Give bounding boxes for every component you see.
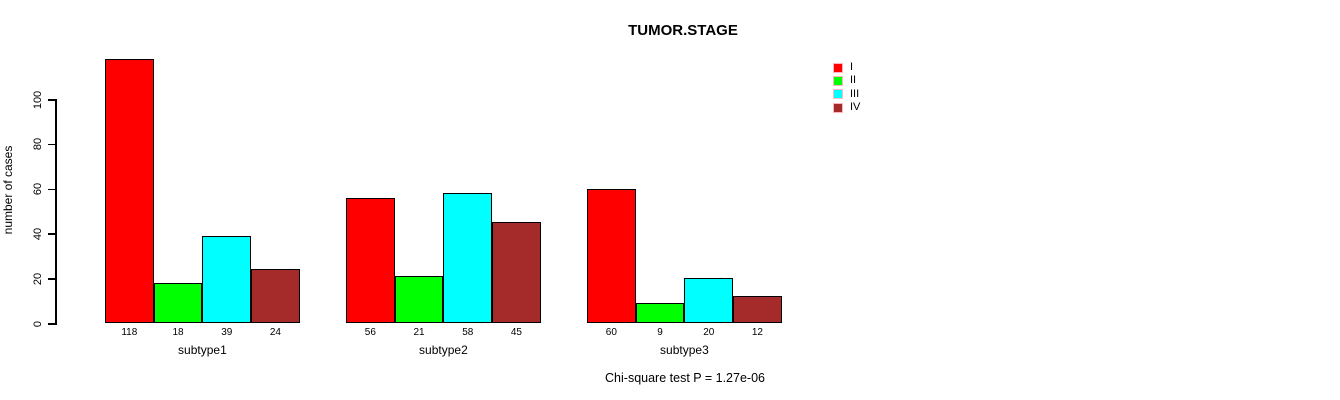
y-axis-tick-label: 60: [32, 182, 44, 196]
bar-subtype3-stage-I: [587, 188, 636, 323]
legend-swatch-IV: [833, 102, 843, 113]
bar-subtype1-stage-IV: [251, 269, 300, 323]
bar-value-label: 56: [364, 327, 376, 338]
y-axis-tick-label: 80: [32, 138, 44, 151]
legend-entry-I: I: [833, 61, 860, 74]
bar-value-label: 20: [703, 327, 715, 338]
legend-label: I: [850, 61, 854, 74]
bar-subtype3-stage-IV: [733, 296, 782, 323]
legend-label: II: [850, 74, 857, 87]
y-axis-tick: [48, 278, 55, 280]
bar-value-label: 18: [172, 327, 184, 338]
bar-subtype2-stage-IV: [492, 222, 541, 323]
bar-subtype1-stage-II: [153, 282, 203, 323]
y-axis-tick: [48, 233, 55, 235]
y-axis-tick: [48, 188, 55, 191]
y-axis-tick-label: 100: [32, 90, 44, 109]
bar-subtype1-stage-III: [202, 235, 252, 323]
bar-value-label: 60: [605, 327, 617, 338]
legend-entry-II: II: [833, 74, 860, 87]
legend-swatch-I: [833, 62, 843, 73]
x-category-label: subtype1: [178, 343, 227, 357]
y-axis-tick: [48, 323, 55, 325]
bar-subtype3-stage-III: [684, 278, 734, 323]
y-axis-tick: [48, 99, 55, 101]
bar-value-label: 12: [751, 327, 763, 338]
y-axis-tick-label: 0: [32, 320, 44, 327]
y-axis-title: number of cases: [1, 145, 15, 235]
bar-value-label: 9: [657, 327, 663, 338]
bar-value-label: 118: [121, 327, 138, 338]
legend-entry-IV: IV: [833, 101, 860, 114]
bar-value-label: 45: [510, 327, 522, 338]
y-axis-tick-label: 20: [32, 272, 44, 285]
x-category-label: subtype2: [419, 343, 468, 357]
bar-value-label: 39: [221, 327, 233, 338]
bar-subtype2-stage-I: [346, 197, 395, 323]
legend: I II III IV: [833, 61, 860, 114]
bar-subtype1-stage-I: [105, 58, 154, 323]
x-category-label: subtype3: [660, 343, 709, 357]
bar-value-label: 24: [269, 327, 281, 338]
bar-value-label: 58: [462, 327, 474, 338]
bar-subtype3-stage-II: [635, 302, 685, 323]
y-axis-tick: [48, 143, 55, 146]
legend-label: III: [850, 87, 860, 100]
bar-subtype2-stage-II: [394, 275, 444, 323]
bar-subtype2-stage-III: [443, 193, 493, 323]
y-axis-tick-label: 40: [32, 227, 44, 241]
legend-label: IV: [850, 101, 861, 114]
bar-value-label: 21: [413, 327, 425, 338]
legend-entry-III: III: [833, 88, 860, 101]
legend-swatch-II: [833, 75, 843, 86]
y-axis-line: [55, 99, 57, 325]
legend-swatch-III: [833, 89, 843, 100]
chart-title: TUMOR.STAGE: [628, 22, 738, 39]
chi-square-annotation: Chi-square test P = 1.27e-06: [605, 371, 765, 385]
